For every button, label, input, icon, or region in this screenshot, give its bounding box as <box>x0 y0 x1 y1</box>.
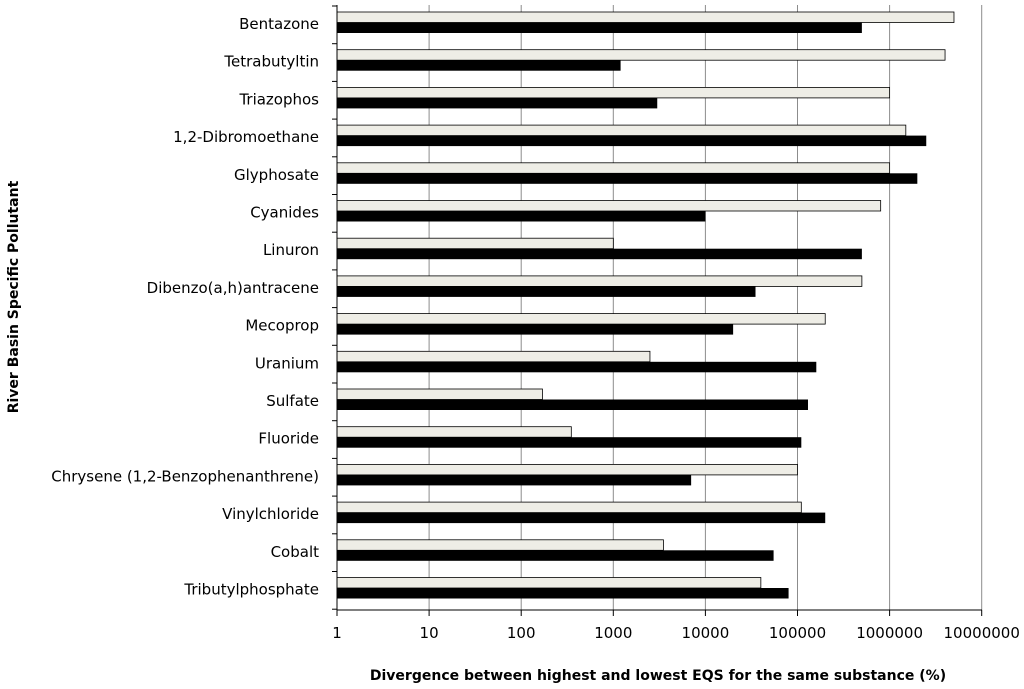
bar-dark <box>337 173 918 184</box>
bar-dark <box>337 324 734 335</box>
category-label: Fluoride <box>258 430 319 448</box>
bar-dark <box>337 60 621 71</box>
category-label: Bentazone <box>239 15 319 33</box>
bar-light <box>336 237 614 250</box>
bar-light <box>336 87 890 99</box>
bar-light <box>336 49 946 61</box>
category-label: Mecoprop <box>245 317 319 335</box>
category-label: Sulfate <box>266 392 319 410</box>
bar-dark <box>337 588 789 599</box>
category-label: Chrysene (1,2-Benzophenanthrene) <box>51 467 319 485</box>
category-label: Vinylchloride <box>222 505 319 523</box>
category-label: Tributylphosphate <box>183 581 319 599</box>
x-tick-label: 10000 <box>682 624 730 642</box>
bar-dark <box>337 135 927 147</box>
bar-light <box>336 162 890 174</box>
x-tick-label: 1000 <box>594 624 632 642</box>
x-tick-labels: 1 10 100 1000 10000 100000 1000000 10000000 <box>332 624 1020 642</box>
bar-dark <box>337 248 862 260</box>
bar-light <box>336 350 651 363</box>
x-tick-label: 100 <box>507 624 536 642</box>
x-tick-label: 1 <box>332 624 342 642</box>
bar-dark <box>337 512 826 524</box>
bar-dark <box>337 474 692 486</box>
bar-dark <box>337 211 706 222</box>
category-label: Tetrabutyltin <box>223 53 319 71</box>
bar-light <box>336 577 762 589</box>
bar-light <box>336 539 664 551</box>
bar-light <box>336 426 572 438</box>
category-label: Cobalt <box>271 543 320 561</box>
category-label: Cyanides <box>250 204 319 222</box>
bar-light <box>336 275 863 287</box>
bar-dark <box>337 361 817 373</box>
bar-dark <box>337 286 756 297</box>
category-label: Triazophos <box>238 90 319 108</box>
bar-dark <box>337 399 808 410</box>
bar-dark <box>337 550 774 561</box>
bar-light <box>336 313 826 325</box>
bar-light <box>336 501 802 514</box>
bar-light <box>336 388 543 400</box>
category-label: Linuron <box>263 241 319 259</box>
bar-dark <box>337 437 802 448</box>
x-tick-label: 100000 <box>769 624 826 642</box>
x-tick-label: 1000000 <box>856 624 923 642</box>
bars <box>336 11 955 599</box>
bar-dark <box>337 97 658 109</box>
bar-light <box>336 11 955 23</box>
category-label: Glyphosate <box>234 166 319 184</box>
y-axis-title: River Basin Specific Pollutant <box>6 180 22 413</box>
x-tick-label: 10 <box>420 624 439 642</box>
category-label: Uranium <box>255 354 319 372</box>
category-label: 1,2-Dibromoethane <box>173 128 319 146</box>
bar-light <box>336 463 798 476</box>
category-label: Dibenzo(a,h)antracene <box>147 279 319 297</box>
x-tick-label: 10000000 <box>944 624 1020 642</box>
x-axis-title: Divergence between highest and lowest EQ… <box>370 668 946 684</box>
bar-dark <box>337 22 862 33</box>
axes <box>332 5 983 616</box>
bar-light <box>336 124 907 136</box>
bar-light <box>336 200 882 212</box>
category-labels: Bentazone Tetrabutyltin Triazophos 1,2-Dibr… <box>51 15 319 599</box>
